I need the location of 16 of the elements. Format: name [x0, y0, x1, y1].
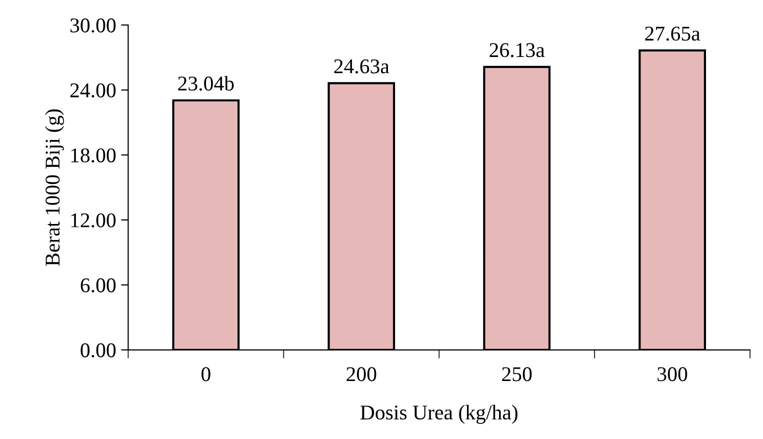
x-tick-label: 300 — [658, 367, 688, 382]
x-axis-title: Dosis Urea (kg/ha) — [360, 404, 518, 424]
y-tick-label: 18.00 — [71, 148, 116, 162]
y-axis-title: Berat 1000 Biji (g) — [44, 109, 64, 266]
y-tick-label: 30.00 — [70, 18, 116, 33]
data-label: 26.13a — [490, 43, 545, 58]
x-tick-label: 200 — [346, 367, 376, 382]
data-label: 27.65a — [645, 26, 700, 41]
y-tick-label: 12.00 — [71, 213, 116, 228]
x-tick-label: 0 — [202, 367, 210, 382]
data-label: 24.63a — [334, 59, 390, 74]
data-label: 23.04b — [178, 76, 234, 91]
y-tick-label: 6.00 — [80, 278, 116, 292]
x-tick-label: 250 — [502, 367, 532, 382]
y-tick-label: 24.00 — [70, 83, 116, 98]
y-tick-label: 0.00 — [80, 343, 116, 358]
